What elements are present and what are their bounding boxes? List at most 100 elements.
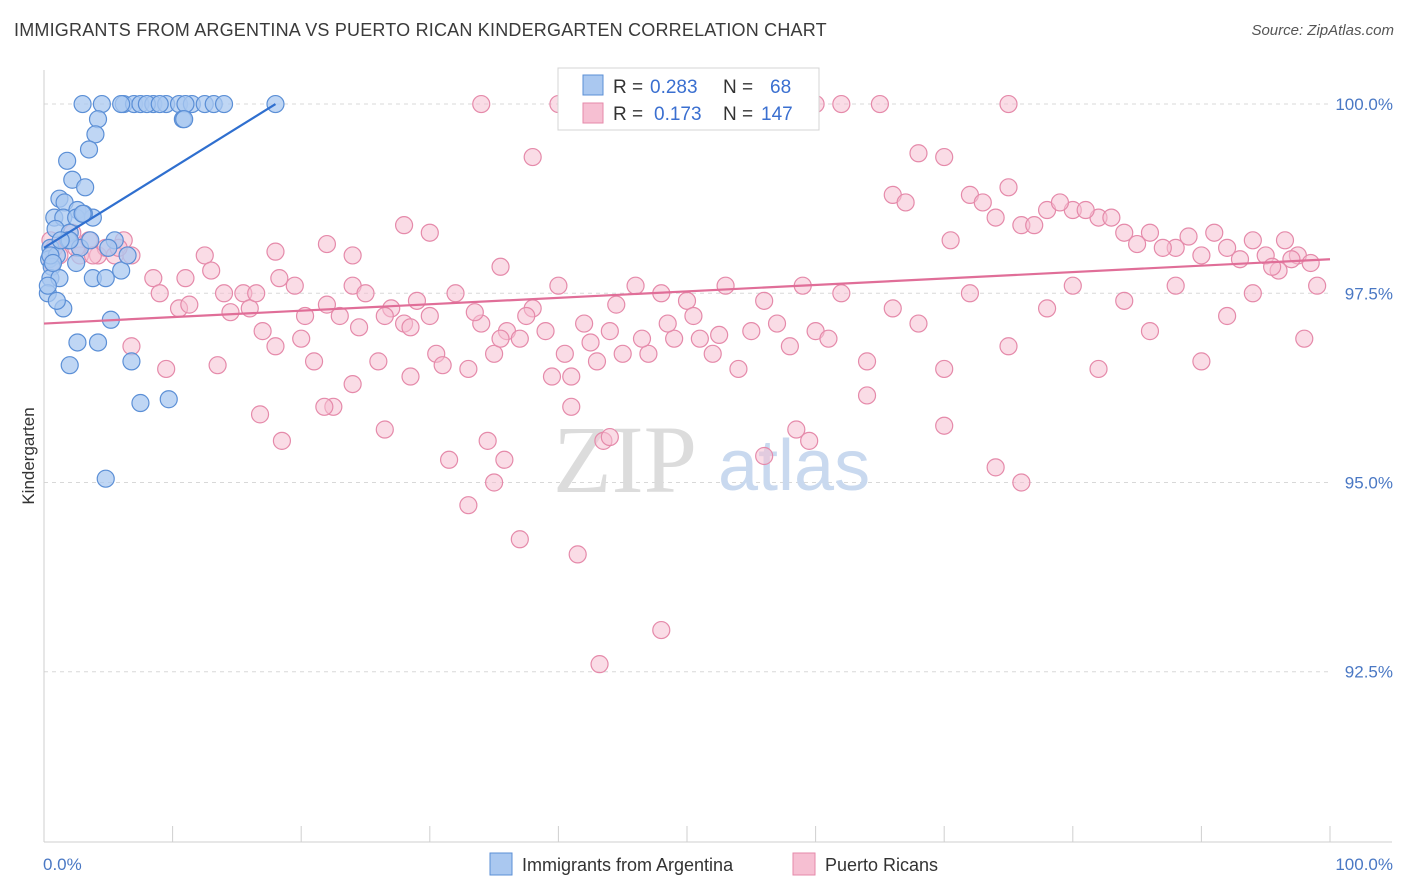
- puerto-rican-point-112: [250, 405, 270, 424]
- puerto-rican-point-179: [1179, 227, 1198, 246]
- legend-n-label-1: N =: [723, 77, 753, 98]
- puerto-rican-point-81: [1140, 322, 1160, 341]
- puerto-rican-point-188: [266, 242, 285, 261]
- argentina-point-47: [96, 269, 115, 288]
- puerto-rican-point-100: [491, 329, 510, 348]
- puerto-rican-point-123: [510, 530, 529, 549]
- puerto-rican-point-76: [999, 337, 1018, 356]
- argentina-point-22: [58, 151, 77, 170]
- puerto-rican-point-47: [536, 322, 555, 341]
- puerto-rican-point-137: [590, 655, 609, 674]
- puerto-rican-point-110: [157, 359, 176, 379]
- puerto-rican-point-43: [485, 344, 504, 363]
- puerto-rican-point-89: [180, 295, 199, 314]
- puerto-rican-point-183: [1282, 250, 1301, 269]
- argentina-point-66: [47, 291, 66, 310]
- argentina-point-56: [131, 393, 150, 413]
- puerto-rican-point-84: [1218, 306, 1237, 326]
- argentina-point-0: [73, 94, 92, 114]
- puerto-rican-point-134: [935, 416, 954, 435]
- puerto-rican-point-104: [607, 295, 626, 314]
- argentina-point-54: [60, 356, 79, 375]
- puerto-rican-point-107: [684, 306, 703, 326]
- y-tick-label-2: 95.0%: [1345, 473, 1393, 492]
- puerto-rican-point-59: [690, 329, 709, 348]
- puerto-rican-point-180: [1205, 223, 1224, 242]
- puerto-rican-point-129: [652, 620, 671, 640]
- puerto-rican-point-109: [122, 337, 141, 356]
- series-legend-swatch-argentina: [489, 852, 513, 876]
- argentina-point-20: [86, 125, 105, 144]
- puerto-rican-point-153: [986, 208, 1005, 227]
- puerto-rican-point-175: [1076, 200, 1095, 220]
- puerto-rican-point-45: [510, 329, 529, 348]
- puerto-rican-point-130: [755, 446, 774, 466]
- watermark-zip: ZIP: [553, 406, 697, 513]
- puerto-rican-point-174: [1050, 193, 1070, 212]
- puerto-rican-point-25: [253, 322, 272, 341]
- series-legend-argentina: Immigrants from Argentina: [522, 855, 734, 875]
- puerto-rican-point-66: [780, 337, 799, 356]
- puerto-rican-point-65: [767, 314, 787, 333]
- puerto-rican-point-19: [176, 269, 195, 288]
- puerto-rican-point-118: [439, 450, 459, 469]
- puerto-rican-point-98: [433, 356, 452, 375]
- puerto-rican-point-163: [1243, 231, 1262, 250]
- puerto-rican-point-105: [632, 329, 652, 348]
- puerto-ricans-points: [41, 94, 1327, 674]
- puerto-rican-point-26: [266, 337, 285, 356]
- puerto-rican-point-71: [857, 352, 877, 371]
- puerto-rican-point-172: [999, 178, 1018, 197]
- puerto-rican-point-60: [703, 344, 722, 363]
- legend-swatch-blue: [582, 74, 604, 96]
- y-axis-label: Kindergarten: [19, 407, 38, 504]
- puerto-rican-point-40: [446, 284, 465, 303]
- puerto-ricans-trend-line: [43, 258, 1331, 325]
- legend-r-label-2: R =: [613, 104, 643, 125]
- puerto-rican-point-138: [472, 94, 491, 114]
- legend-n-value-1: 68: [770, 77, 791, 98]
- puerto-rican-point-122: [495, 450, 514, 469]
- legend-n-value-2: 147: [761, 104, 793, 125]
- puerto-rican-point-170: [941, 231, 960, 250]
- puerto-rican-point-115: [343, 374, 362, 394]
- puerto-rican-point-53: [613, 344, 632, 363]
- argentina-point-48: [112, 261, 131, 280]
- puerto-rican-point-88: [1308, 276, 1327, 295]
- puerto-rican-point-187: [420, 223, 439, 242]
- puerto-rican-point-173: [1025, 216, 1044, 235]
- puerto-rican-point-91: [247, 284, 266, 303]
- series-legend: Immigrants from Argentina Puerto Ricans: [489, 852, 938, 876]
- puerto-rican-point-55: [639, 344, 658, 363]
- argentina-point-55: [122, 352, 141, 371]
- axes: [43, 70, 1392, 843]
- puerto-rican-point-144: [832, 94, 851, 114]
- puerto-rican-point-135: [986, 458, 1005, 477]
- puerto-rican-point-79: [1089, 359, 1108, 379]
- argentina-point-1: [92, 94, 111, 114]
- watermark-atlas: atlas: [718, 426, 870, 506]
- puerto-rican-point-169: [896, 193, 915, 212]
- puerto-rican-point-34: [369, 352, 388, 371]
- puerto-rican-point-27: [285, 276, 304, 295]
- puerto-rican-point-49: [562, 367, 581, 386]
- argentina-point-64: [43, 253, 63, 273]
- puerto-rican-point-101: [517, 306, 536, 326]
- puerto-rican-point-185: [343, 246, 362, 265]
- puerto-rican-point-31: [330, 306, 349, 326]
- puerto-rican-point-17: [150, 284, 169, 303]
- puerto-rican-point-108: [710, 325, 729, 345]
- puerto-rican-point-75: [960, 284, 980, 303]
- argentina-point-57: [159, 390, 178, 409]
- series-legend-puerto-ricans: Puerto Ricans: [825, 855, 938, 875]
- puerto-rican-point-72: [883, 299, 902, 318]
- argentina-point-18: [175, 110, 194, 129]
- argentina-point-65: [118, 246, 137, 265]
- puerto-rican-point-111: [208, 356, 227, 375]
- puerto-rican-point-167: [1301, 253, 1320, 273]
- puerto-rican-point-96: [375, 306, 394, 326]
- puerto-rican-point-29: [304, 352, 324, 371]
- puerto-rican-point-113: [272, 431, 292, 450]
- puerto-rican-point-87: [1295, 329, 1314, 348]
- argentina-point-43: [67, 253, 86, 273]
